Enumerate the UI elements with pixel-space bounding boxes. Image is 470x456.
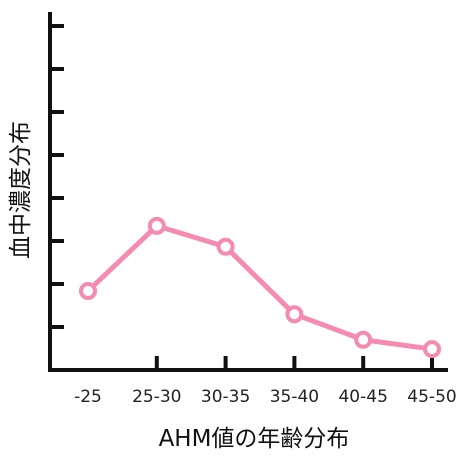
data-point [147, 216, 166, 235]
y-ticks [50, 24, 64, 329]
x-tick-label: 35-40 [270, 387, 319, 407]
x-tick-label: 30-35 [201, 387, 250, 407]
data-point [216, 237, 235, 256]
series-line [85, 223, 435, 352]
x-tick-label: -25 [74, 387, 102, 407]
x-tick-label: 45-50 [407, 387, 456, 407]
series-layer [79, 216, 441, 359]
x-axis-title: AHM値の年齢分布 [159, 426, 350, 452]
data-point [354, 330, 373, 349]
data-point [79, 281, 97, 300]
data-point [423, 340, 441, 359]
x-tick-label: 25-30 [132, 387, 181, 407]
y-axis-title: 血中濃度分布 [8, 121, 34, 259]
x-tick-label: 40-45 [338, 387, 387, 407]
x-ticks: -25 25-30 30-35 35-40 40-45 45-50 [74, 356, 457, 407]
data-point [285, 305, 304, 324]
axes [48, 12, 448, 372]
